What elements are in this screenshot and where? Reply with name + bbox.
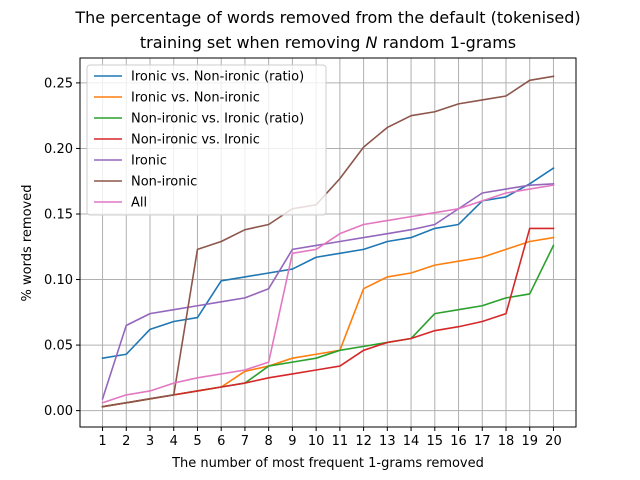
chart-title-variable: N <box>366 33 378 52</box>
x-axis-ticks: 1 2 3 4 5 6 7 8 9 10 11 12 13 14 15 16 17 18 19 20 <box>98 427 562 449</box>
legend-label: All <box>131 196 147 211</box>
y-tick-label: 0.05 <box>44 339 73 354</box>
y-axis-ticks: 0.00 0.05 0.10 0.15 0.20 0.25 <box>44 76 80 419</box>
legend-label: Ironic vs. Non-ironic (ratio) <box>131 70 304 85</box>
y-tick-label: 0.15 <box>44 207 73 222</box>
plot-frame <box>79 57 577 428</box>
x-tick-label: 1 <box>98 434 106 449</box>
x-tick-label: 6 <box>217 434 225 449</box>
legend-box <box>86 64 327 216</box>
y-tick-label: 0.20 <box>44 142 73 157</box>
x-tick-label: 16 <box>450 434 467 449</box>
legend-label: Ironic vs. Non-ironic <box>131 91 260 106</box>
x-tick-label: 13 <box>379 434 396 449</box>
chart-title-line-1: The percentage of words removed from the… <box>74 8 580 27</box>
x-tick-label: 14 <box>403 434 420 449</box>
chart-title-suffix: random 1-grams <box>377 33 516 52</box>
y-tick-label: 0.25 <box>44 76 73 91</box>
x-axis-label: The number of most frequent 1-grams remo… <box>171 456 484 471</box>
chart-title: The percentage of words removed from the… <box>74 8 580 52</box>
series-line <box>101 182 555 400</box>
x-tick-label: 7 <box>241 434 249 449</box>
x-tick-label: 11 <box>332 434 349 449</box>
series-line <box>101 75 555 408</box>
series-line <box>101 167 555 360</box>
series-line <box>101 227 555 408</box>
y-tick-label: 0.10 <box>44 273 73 288</box>
legend: Ironic vs. Non-ironic (ratio) Ironic vs. … <box>86 64 327 216</box>
x-tick-label: 4 <box>170 434 178 449</box>
x-tick-label: 20 <box>545 434 562 449</box>
series-line <box>101 244 555 408</box>
x-tick-label: 19 <box>521 434 538 449</box>
x-tick-label: 10 <box>308 434 325 449</box>
legend-label: Non-ironic vs. Ironic <box>131 133 260 148</box>
x-tick-label: 18 <box>498 434 515 449</box>
chart-title-prefix: training set when removing <box>140 33 366 52</box>
y-tick-label: 0.00 <box>44 404 73 419</box>
x-tick-label: 3 <box>146 434 154 449</box>
x-tick-label: 5 <box>193 434 201 449</box>
x-tick-label: 12 <box>355 434 372 449</box>
legend-label: Ironic <box>131 154 167 169</box>
data-series-lines <box>101 75 555 408</box>
y-axis-label: % words removed <box>20 185 35 302</box>
x-tick-label: 15 <box>427 434 444 449</box>
legend-label: Non-ironic <box>131 175 197 190</box>
x-tick-label: 17 <box>474 434 491 449</box>
x-tick-label: 2 <box>122 434 130 449</box>
x-tick-label: 8 <box>265 434 273 449</box>
x-tick-label: 9 <box>288 434 296 449</box>
series-line <box>101 184 555 404</box>
legend-label: Non-ironic vs. Ironic (ratio) <box>131 112 304 127</box>
chart-title-line-2: training set when removing N random 1-gr… <box>140 33 516 52</box>
